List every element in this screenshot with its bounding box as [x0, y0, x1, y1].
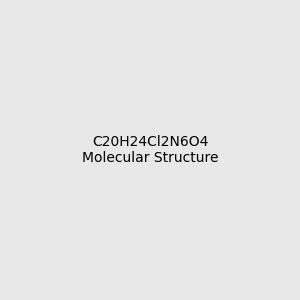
Text: C20H24Cl2N6O4
Molecular Structure: C20H24Cl2N6O4 Molecular Structure — [82, 135, 218, 165]
